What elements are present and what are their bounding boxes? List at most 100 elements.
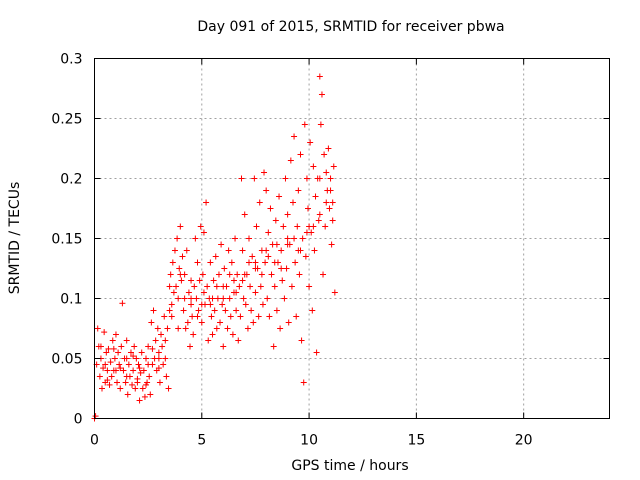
data-point: [228, 259, 235, 266]
data-point: [244, 325, 251, 332]
data-point: [94, 325, 101, 332]
data-point: [325, 145, 332, 152]
data-point: [175, 325, 182, 332]
data-point: [140, 367, 147, 374]
data-point: [117, 385, 124, 392]
data-point: [220, 283, 227, 290]
data-point: [271, 259, 278, 266]
data-point: [329, 199, 336, 206]
data-point: [104, 367, 111, 374]
data-point: [175, 295, 182, 302]
data-point: [233, 307, 240, 314]
data-point: [117, 365, 124, 372]
data-point: [306, 223, 313, 230]
data-point: [214, 295, 221, 302]
data-point: [246, 259, 252, 266]
data-point: [143, 381, 149, 388]
data-point: [220, 295, 227, 302]
data-point: [136, 397, 143, 404]
data-point: [158, 331, 165, 338]
data-point: [316, 73, 323, 80]
data-point: [168, 313, 175, 320]
data-point: [327, 187, 334, 194]
data-point: [127, 349, 134, 356]
data-point: [229, 331, 236, 338]
data-point: [331, 289, 338, 296]
data-point: [258, 271, 265, 278]
data-point: [115, 349, 122, 356]
data-point: [278, 247, 285, 254]
data-point: [170, 289, 177, 296]
data-point: [109, 337, 116, 344]
data-point: [307, 139, 314, 146]
data-point: [145, 343, 152, 350]
data-point: [250, 319, 257, 326]
data-point: [165, 385, 172, 392]
data-point: [210, 277, 217, 284]
data-point: [297, 151, 304, 158]
axis-ticks: [94, 58, 610, 419]
data-point: [263, 187, 270, 194]
data-point: [213, 325, 220, 332]
data-point: [198, 301, 205, 308]
data-point: [119, 300, 126, 307]
data-point: [195, 307, 202, 314]
data-point: [273, 307, 280, 314]
data-point: [232, 235, 239, 242]
data-point: [130, 367, 137, 374]
data-point: [293, 313, 300, 320]
data-point: [167, 271, 174, 278]
data-point: [318, 91, 325, 98]
data-point: [284, 211, 291, 218]
data-point: [205, 337, 212, 344]
data-point: [242, 301, 249, 308]
data-point: [122, 379, 129, 386]
data-point: [159, 343, 166, 350]
data-point: [197, 223, 204, 230]
data-point: [247, 283, 254, 290]
data-point: [123, 337, 130, 344]
data-point: [251, 175, 258, 182]
data-point: [107, 359, 114, 366]
x-tick-label: 0: [90, 433, 99, 449]
data-point: [130, 353, 137, 360]
data-point: [310, 163, 317, 170]
data-point: [246, 235, 252, 242]
data-point: [225, 247, 232, 254]
data-point: [329, 217, 336, 224]
data-point: [217, 319, 224, 326]
y-tick-label: 0.2: [60, 172, 82, 188]
data-point: [188, 277, 195, 284]
data-point: [315, 217, 322, 224]
grid-lines: [94, 58, 610, 419]
data-point: [188, 301, 195, 308]
data-point: [301, 121, 308, 128]
data-point: [134, 379, 141, 386]
data-point: [262, 259, 269, 266]
data-point: [97, 343, 104, 350]
data-point: [111, 355, 118, 362]
x-tick-label: 20: [515, 433, 533, 449]
data-point: [182, 325, 189, 332]
data-point: [266, 313, 273, 320]
data-point: [321, 151, 328, 158]
data-point: [114, 379, 121, 386]
plot-frame: [94, 58, 610, 419]
data-point: [168, 301, 175, 308]
data-point: [265, 253, 272, 260]
data-point: [135, 361, 142, 368]
data-point: [288, 283, 295, 290]
data-point: [166, 307, 173, 314]
data-point: [155, 355, 162, 362]
data-point: [287, 157, 294, 164]
data-point: [189, 313, 196, 320]
data-point: [141, 393, 148, 400]
data-point: [257, 283, 264, 290]
data-point: [112, 331, 119, 338]
data-point: [317, 121, 324, 128]
data-point: [116, 361, 123, 368]
data-point: [277, 325, 284, 332]
y-tick-labels: 0 0.05 0.1 0.15 0.2 0.25 0.3: [51, 52, 82, 428]
data-point: [112, 367, 119, 374]
data-point: [148, 319, 155, 326]
